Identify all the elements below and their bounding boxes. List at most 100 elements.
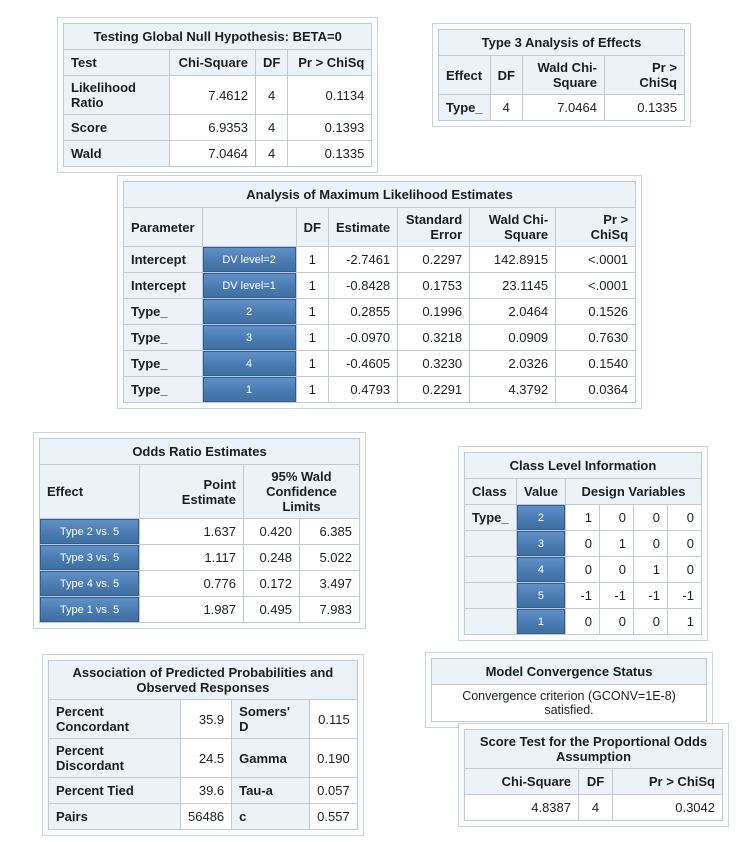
column-header-point-estimate: Point Estimate bbox=[139, 464, 244, 519]
level-cell: 2 bbox=[201, 298, 297, 325]
table-row: Type 1 vs. 5 1.987 0.495 7.983 bbox=[39, 596, 360, 623]
cell-estimate: -0.4605 bbox=[327, 350, 399, 377]
column-header-row: Chi-Square DF Pr > ChiSq bbox=[464, 768, 723, 795]
row-header: Wald bbox=[63, 140, 170, 167]
table-row: 4 0 0 1 0 bbox=[464, 556, 702, 583]
table-title-row: Model Convergence Status bbox=[431, 658, 707, 685]
cell-point-estimate: 1.987 bbox=[139, 596, 244, 623]
level-cell: 1 bbox=[201, 376, 297, 403]
column-header-chisquare: Chi-Square bbox=[169, 49, 256, 76]
level-cell: DV level=1 bbox=[201, 272, 297, 299]
table-title: Analysis of Maximum Likelihood Estimates bbox=[122, 181, 637, 208]
table-title-row: Analysis of Maximum Likelihood Estimates bbox=[122, 181, 637, 208]
table-row: Type_ 2 1 0.2855 0.1996 2.0464 0.1526 bbox=[123, 298, 637, 325]
cell-value: 0.115 bbox=[309, 699, 358, 739]
cell-estimate: -0.0970 bbox=[327, 324, 399, 351]
row-header: Score bbox=[63, 114, 170, 141]
cell-pr: <.0001 bbox=[555, 272, 637, 299]
column-header-df: DF bbox=[254, 49, 289, 76]
column-header-standard-error: Standard Error bbox=[397, 207, 471, 247]
row-header: Type_ bbox=[123, 350, 203, 377]
cell-stderr: 0.1753 bbox=[397, 272, 471, 299]
level-cell: 4 bbox=[201, 350, 297, 377]
column-header-wald-chisquare: Wald Chi-Square bbox=[469, 207, 557, 247]
table-class-level: Class Level Information Class Value Desi… bbox=[458, 446, 708, 641]
highlight-chip: 3 bbox=[517, 531, 565, 556]
cell-chisquare: 7.4612 bbox=[169, 75, 256, 115]
cell-value: 0.557 bbox=[309, 803, 358, 830]
row-header bbox=[464, 608, 517, 635]
row-header bbox=[464, 556, 517, 583]
table-row: 5 -1 -1 -1 -1 bbox=[464, 582, 702, 609]
cell-df: 1 bbox=[295, 324, 329, 351]
cell-pr: 0.1335 bbox=[287, 140, 373, 167]
cell-df: 1 bbox=[295, 246, 329, 273]
cell-df: 1 bbox=[295, 298, 329, 325]
cell-design: 0 bbox=[666, 504, 702, 531]
table-title-row: Testing Global Null Hypothesis: BETA=0 bbox=[62, 23, 373, 50]
cell-design: -1 bbox=[666, 582, 702, 609]
value-cell: 1 bbox=[516, 608, 566, 635]
column-header-row: Test Chi-Square DF Pr > ChiSq bbox=[63, 49, 373, 76]
table-odds-ratio: Odds Ratio Estimates Effect Point Estima… bbox=[33, 432, 366, 629]
table-row: Intercept DV level=1 1 -0.8428 0.1753 23… bbox=[123, 272, 637, 299]
cell-pr: 0.1526 bbox=[555, 298, 637, 325]
cell-estimate: 0.2855 bbox=[327, 298, 399, 325]
table-title-row: Score Test for the Proportional Odds Ass… bbox=[464, 729, 723, 769]
cell-chisquare: 6.9353 bbox=[169, 114, 256, 141]
cell-design: 1 bbox=[564, 504, 600, 531]
column-header-design-variables: Design Variables bbox=[564, 478, 702, 505]
table-row: Percent Discordant 24.5 Gamma 0.190 bbox=[48, 738, 358, 778]
row-header: Tau-a bbox=[231, 777, 311, 804]
table-row: 3 0 1 0 0 bbox=[464, 530, 702, 557]
cell-design: 0 bbox=[564, 608, 600, 635]
table-title: Class Level Information bbox=[464, 452, 702, 479]
cell-wald: 23.1145 bbox=[469, 272, 557, 299]
cell-stderr: 0.3218 bbox=[397, 324, 471, 351]
cell-design: 0 bbox=[598, 504, 634, 531]
table-score-test: Score Test for the Proportional Odds Ass… bbox=[458, 723, 729, 827]
table-row: Type 2 vs. 5 1.637 0.420 6.385 bbox=[39, 518, 360, 545]
column-header-pr-chisq: Pr > ChiSq bbox=[603, 55, 685, 95]
cell-df: 1 bbox=[295, 350, 329, 377]
effect-cell: Type 4 vs. 5 bbox=[39, 570, 140, 597]
highlight-chip: Type 1 vs. 5 bbox=[40, 597, 139, 622]
cell-df: 4 bbox=[578, 794, 613, 821]
cell-pr: 0.0364 bbox=[555, 376, 637, 403]
table-row: Type_ 4 7.0464 0.1335 bbox=[438, 94, 685, 121]
column-header-effect: Effect bbox=[39, 464, 140, 519]
value-cell: 4 bbox=[516, 556, 566, 583]
column-header-pr-chisq: Pr > ChiSq bbox=[287, 49, 373, 76]
cell-wald: 2.0326 bbox=[469, 350, 557, 377]
column-header-row: Effect DF Wald Chi-Square Pr > ChiSq bbox=[438, 55, 685, 95]
cell-chisquare: 4.8387 bbox=[464, 794, 579, 821]
column-header-class: Class bbox=[464, 478, 517, 505]
column-header-parameter: Parameter bbox=[123, 207, 203, 247]
cell-pr: <.0001 bbox=[555, 246, 637, 273]
table-row: Score 6.9353 4 0.1393 bbox=[63, 114, 373, 141]
cell-value: 0.190 bbox=[309, 738, 358, 778]
cell-value: 56486 bbox=[179, 803, 233, 830]
highlight-chip: 4 bbox=[517, 557, 565, 582]
cell-design: -1 bbox=[564, 582, 600, 609]
table-row: Intercept DV level=2 1 -2.7461 0.2297 14… bbox=[123, 246, 637, 273]
cell-ci-high: 6.385 bbox=[299, 518, 360, 545]
cell-estimate: -0.8428 bbox=[327, 272, 399, 299]
cell-value: 39.6 bbox=[179, 777, 233, 804]
cell-chisquare: 7.0464 bbox=[169, 140, 256, 167]
row-header: Percent Tied bbox=[48, 777, 181, 804]
table-title: Score Test for the Proportional Odds Ass… bbox=[464, 729, 723, 769]
row-header: Percent Discordant bbox=[48, 738, 181, 778]
cell-wald: 4.3792 bbox=[469, 376, 557, 403]
table-title: Type 3 Analysis of Effects bbox=[438, 29, 685, 56]
cell-point-estimate: 1.117 bbox=[139, 544, 244, 571]
cell-ci-low: 0.495 bbox=[243, 596, 300, 623]
cell-design: 0 bbox=[666, 530, 702, 557]
cell-ci-low: 0.420 bbox=[243, 518, 300, 545]
cell-design: 0 bbox=[598, 608, 634, 635]
cell-pr: 0.1134 bbox=[287, 75, 373, 115]
column-header-value: Value bbox=[516, 478, 566, 505]
cell-design: 0 bbox=[666, 556, 702, 583]
table-title-row: Type 3 Analysis of Effects bbox=[438, 29, 685, 56]
table-row: Percent Concordant 35.9 Somers' D 0.115 bbox=[48, 699, 358, 739]
